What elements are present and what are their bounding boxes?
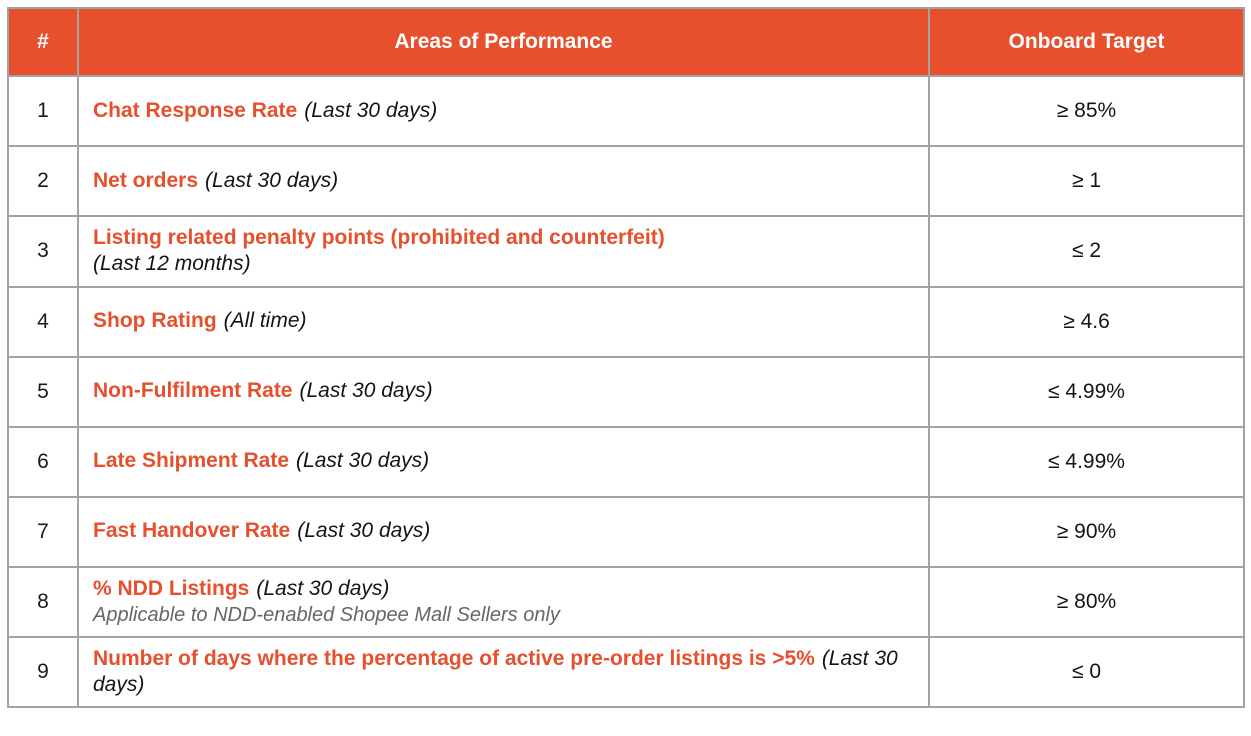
area-cell: Non-Fulfilment Rate (Last 30 days) [77,355,930,428]
table-row: 7 Fast Handover Rate (Last 30 days) ≥ 90% [7,495,1245,568]
metric-title: Shop Rating [93,309,217,333]
header-onboard-target: Onboard Target [928,7,1245,77]
row-number: 7 [7,495,79,568]
area-cell: Number of days where the percentage of a… [77,635,930,709]
metric-title: Non-Fulfilment Rate [93,379,293,403]
target-cell: ≤ 4.99% [928,355,1245,428]
target-cell: ≥ 80% [928,565,1245,638]
metric-period: (Last 30 days) [296,449,430,473]
metric-title: % NDD Listings [93,576,250,600]
metric-period: (Last 30 days) [205,168,339,192]
area-cell: % NDD Listings (Last 30 days) Applicable … [77,565,930,638]
target-cell: ≤ 4.99% [928,425,1245,498]
metric-period: (Last 12 months) [93,252,251,276]
metric-title: Fast Handover Rate [93,519,291,543]
metric-title: Chat Response Rate [93,98,298,122]
metric-period: (Last 30 days) [299,379,433,403]
area-cell: Listing related penalty points (prohibit… [77,215,930,288]
metric-period: (Last 30 days) [256,576,390,600]
metric-period: (Last 30 days) [93,646,898,696]
area-cell: Late Shipment Rate (Last 30 days) [77,425,930,498]
row-number: 4 [7,285,79,358]
header-row: # Areas of Performance Onboard Target [7,7,1245,77]
metric-period: (Last 30 days) [304,98,438,122]
table-row: 9 Number of days where the percentage of… [7,635,1245,709]
row-number: 6 [7,425,79,498]
area-cell: Chat Response Rate (Last 30 days) [77,75,930,147]
performance-table: # Areas of Performance Onboard Target 1 … [7,7,1245,709]
header-number: # [7,7,79,77]
metric-note: Applicable to NDD-enabled Shopee Mall Se… [93,603,560,626]
row-number: 3 [7,215,79,288]
target-cell: ≥ 4.6 [928,285,1245,358]
target-cell: ≥ 85% [928,75,1245,147]
row-number: 1 [7,75,79,147]
area-cell: Shop Rating (All time) [77,285,930,358]
metric-title: Number of days where the percentage of a… [93,646,815,670]
row-number: 5 [7,355,79,428]
area-cell: Fast Handover Rate (Last 30 days) [77,495,930,568]
table-row: 4 Shop Rating (All time) ≥ 4.6 [7,285,1245,358]
table-row: 8 % NDD Listings (Last 30 days) Applicabl… [7,565,1245,638]
metric-period: (All time) [223,309,307,333]
metric-period: (Last 30 days) [297,519,431,543]
metric-title: Listing related penalty points (prohibit… [93,226,665,249]
table-row: 2 Net orders (Last 30 days) ≥ 1 [7,145,1245,217]
metric-title: Net orders [93,168,199,192]
metric-title: Late Shipment Rate [93,449,290,473]
target-cell: ≤ 2 [928,215,1245,288]
target-cell: ≤ 0 [928,635,1245,709]
table-row: 1 Chat Response Rate (Last 30 days) ≥ 85% [7,75,1245,147]
header-areas-of-performance: Areas of Performance [77,7,930,77]
table-row: 6 Late Shipment Rate (Last 30 days) ≤ 4.9… [7,425,1245,498]
target-cell: ≥ 1 [928,145,1245,217]
table-row: 5 Non-Fulfilment Rate (Last 30 days) ≤ 4.… [7,355,1245,428]
row-number: 8 [7,565,79,638]
table-row: 3 Listing related penalty points (prohib… [7,215,1245,288]
target-cell: ≥ 90% [928,495,1245,568]
area-cell: Net orders (Last 30 days) [77,145,930,217]
page: # Areas of Performance Onboard Target 1 … [7,7,1245,709]
row-number: 9 [7,635,79,709]
row-number: 2 [7,145,79,217]
